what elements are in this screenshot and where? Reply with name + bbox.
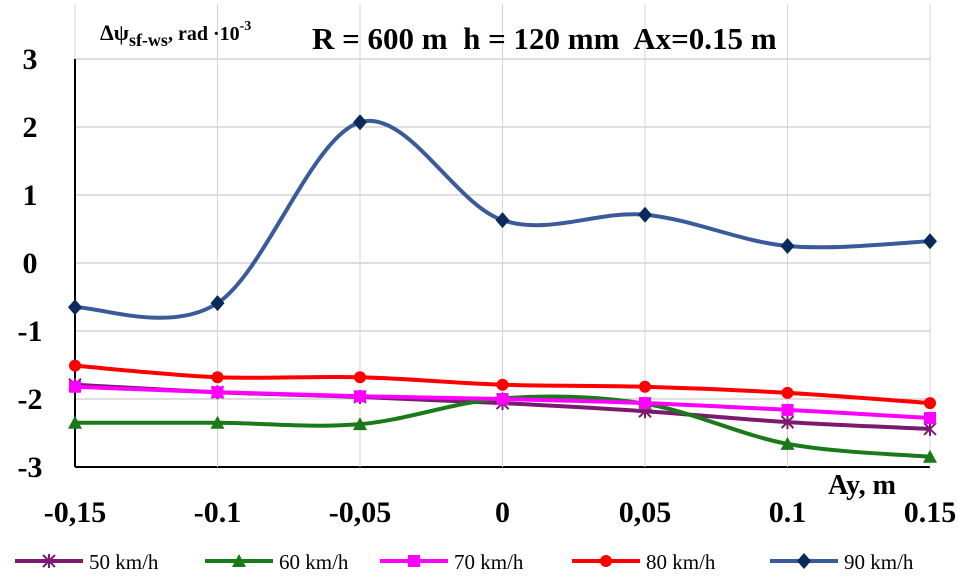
y-tick-label: -1 (18, 315, 43, 348)
x-tick-label: 0,05 (619, 496, 672, 529)
marker-square (639, 397, 651, 410)
marker-circle (639, 380, 651, 393)
marker-triangle (780, 436, 795, 450)
x-tick-label: 0.1 (769, 496, 807, 529)
x-tick-label: 0.15 (904, 496, 957, 529)
y-tick-label: 1 (23, 179, 38, 212)
marker-star (42, 554, 56, 568)
y-tick-label: -2 (18, 383, 43, 416)
marker-square (408, 555, 420, 567)
legend: 50 km/h 60 km/h 70 km/h 80 km/h 90 km/h (15, 550, 914, 574)
marker-square (211, 386, 224, 399)
chart-title: R = 600 m h = 120 mm Ax=0.15 m (312, 21, 777, 56)
series-80-km-h (69, 359, 936, 410)
series-group (68, 114, 937, 463)
series-90-km-h (68, 114, 937, 320)
marker-diamond (797, 553, 811, 569)
marker-diamond (495, 212, 510, 229)
marker-circle (496, 378, 509, 391)
legend-item: 50 km/h (15, 550, 159, 574)
y-tick-label: 0 (23, 247, 38, 280)
y-axis: 3 2 1 0 -1 -2 -3 (18, 43, 43, 484)
marker-diamond (780, 238, 795, 254)
legend-label: 60 km/h (279, 550, 349, 574)
marker-diamond (353, 114, 367, 131)
marker-diamond (638, 206, 652, 223)
y-tick-label: 3 (23, 43, 38, 76)
legend-label: 50 km/h (89, 550, 159, 574)
marker-square (496, 393, 509, 405)
y-axis-label: Δψsf-ws, rad ·10-3 (100, 19, 251, 50)
x-tick-label: -0,05 (329, 496, 392, 529)
marker-triangle (923, 449, 937, 463)
series-70-km-h (69, 380, 936, 425)
marker-square (354, 390, 366, 403)
x-tick-label: -0.1 (194, 496, 242, 529)
marker-circle (924, 397, 936, 410)
marker-circle (781, 386, 794, 399)
marker-diamond (68, 299, 82, 316)
x-axis: -0,15 -0.1 -0,05 0 0,05 0.1 0.15 (44, 496, 957, 529)
marker-circle (354, 371, 366, 384)
marker-square (69, 380, 81, 393)
marker-triangle (353, 417, 367, 431)
x-tick-label: -0,15 (44, 496, 107, 529)
marker-circle (69, 359, 81, 372)
legend-item: 60 km/h (205, 550, 349, 574)
x-axis-label: Ay, m (828, 470, 896, 501)
marker-triangle (210, 415, 225, 429)
marker-diamond (923, 233, 937, 250)
marker-triangle (232, 554, 246, 567)
marker-star (780, 415, 795, 430)
marker-triangle (68, 415, 82, 429)
legend-label: 80 km/h (646, 550, 716, 574)
marker-square (924, 412, 936, 425)
marker-square (781, 403, 794, 416)
y-tick-label: 2 (23, 111, 38, 144)
legend-label: 90 km/h (844, 550, 914, 574)
legend-item: 80 km/h (572, 550, 716, 574)
legend-item: 70 km/h (380, 550, 524, 574)
marker-circle (211, 371, 224, 384)
x-tick-label: 0 (495, 496, 510, 529)
marker-diamond (210, 295, 225, 312)
legend-item: 90 km/h (770, 550, 914, 574)
marker-star (923, 421, 937, 436)
legend-label: 70 km/h (454, 550, 524, 574)
y-tick-label: -3 (18, 451, 43, 484)
marker-circle (600, 555, 612, 567)
